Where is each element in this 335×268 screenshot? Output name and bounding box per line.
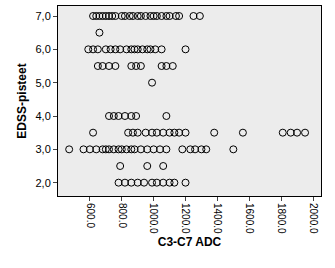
svg-text:3,0: 3,0	[36, 143, 51, 155]
svg-text:800.0: 800.0	[117, 203, 128, 228]
svg-text:EDSS-pisteet: EDSS-pisteet	[15, 63, 29, 138]
svg-text:600.0: 600.0	[85, 203, 96, 228]
svg-text:4,0: 4,0	[36, 110, 51, 122]
svg-text:2,0: 2,0	[36, 177, 51, 189]
svg-text:1000.0: 1000.0	[148, 203, 159, 234]
svg-text:1800.0: 1800.0	[276, 203, 287, 234]
svg-text:7,0: 7,0	[36, 10, 51, 22]
svg-text:1200.0: 1200.0	[180, 203, 191, 234]
svg-text:1600.0: 1600.0	[244, 203, 255, 234]
svg-text:C3-C7 ADC: C3-C7 ADC	[158, 235, 222, 249]
svg-text:2000.0: 2000.0	[308, 203, 319, 234]
svg-text:1400.0: 1400.0	[212, 203, 223, 234]
svg-text:6,0: 6,0	[36, 43, 51, 55]
svg-text:5,0: 5,0	[36, 77, 51, 89]
